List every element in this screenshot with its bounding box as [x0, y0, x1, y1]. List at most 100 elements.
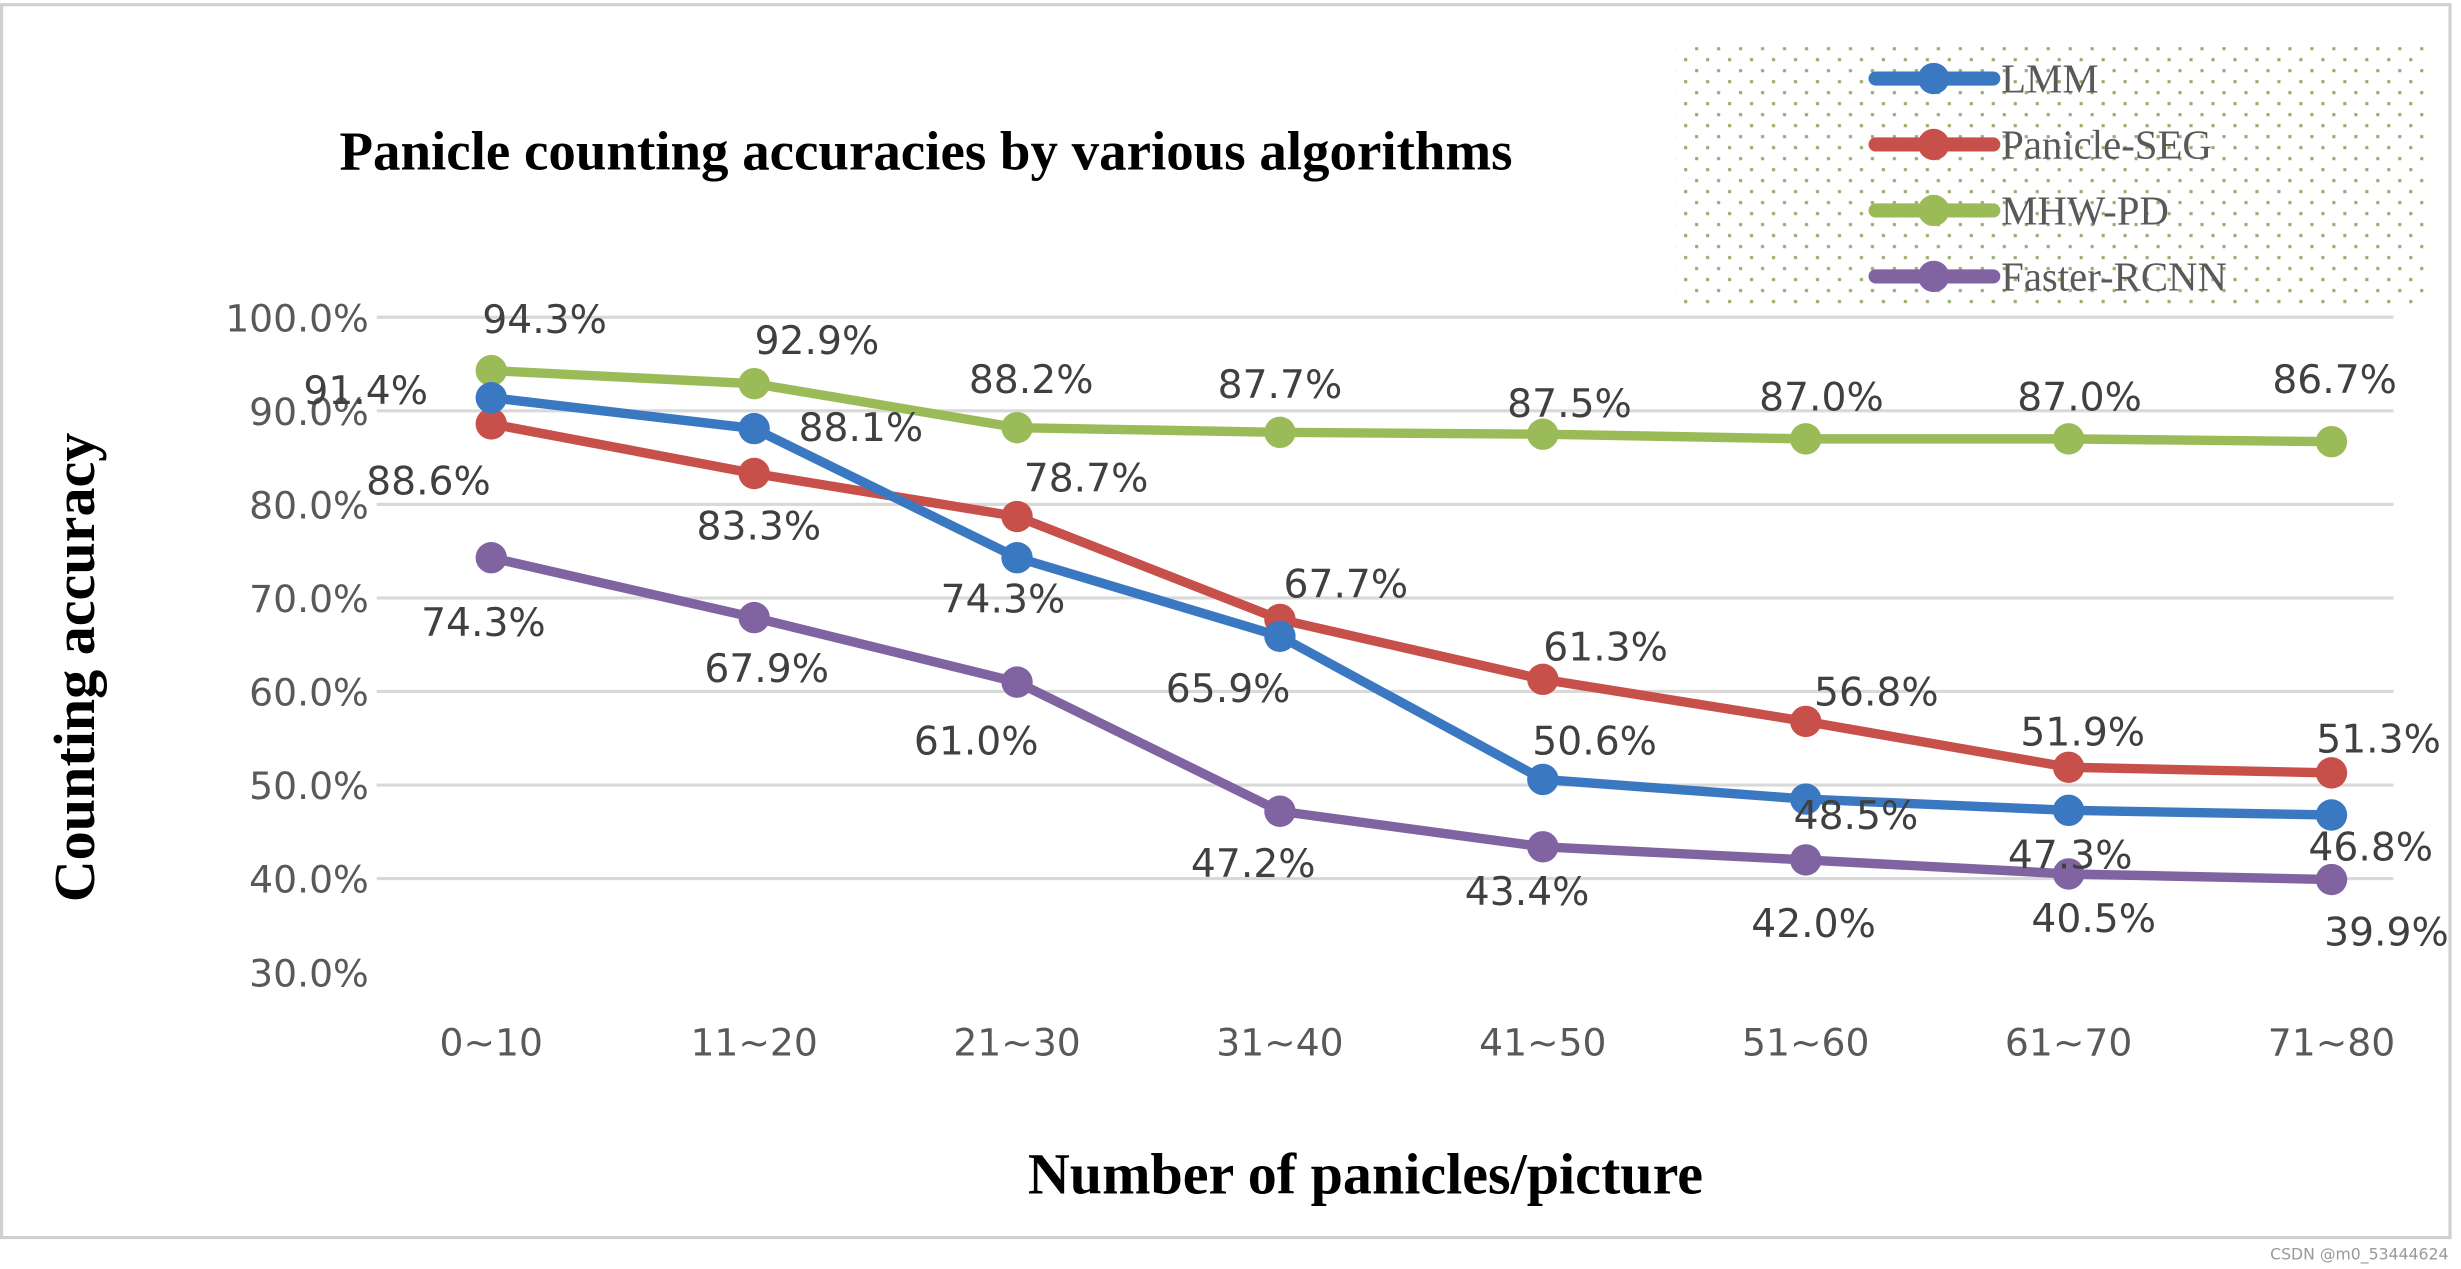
legend-label: LMM: [2001, 57, 2098, 102]
data-label: 51.9%: [2020, 710, 2145, 755]
data-point: [1790, 705, 1822, 738]
data-point: [1790, 423, 1822, 455]
data-label: 67.9%: [704, 647, 829, 692]
series-line: [491, 365, 2332, 447]
data-label: 83.3%: [697, 504, 822, 549]
data-point: [1001, 411, 1033, 444]
x-tick-label: 71~80: [2268, 1020, 2395, 1064]
data-label: 65.9%: [1166, 667, 1291, 712]
data-label: 87.0%: [1759, 376, 1884, 421]
data-point: [475, 354, 507, 387]
data-label: 48.5%: [1794, 794, 1919, 839]
legend-marker-icon: [1917, 62, 1950, 95]
legend-label: Panicle-SEG: [2001, 123, 2212, 168]
data-label: 87.5%: [1507, 382, 1632, 427]
legend: LMM Panicle-SEG MHW-PD Faster-RCNN: [1676, 47, 2430, 307]
legend-label: MHW-PD: [2001, 189, 2169, 234]
legend-label: Faster-RCNN: [2001, 255, 2227, 300]
data-point: [1001, 666, 1033, 698]
data-label: 56.8%: [1814, 671, 1939, 716]
series-mhw-pd: [475, 354, 2348, 458]
data-point: [2052, 423, 2085, 455]
y-axis-title: Counting accuracy: [42, 433, 107, 903]
data-label: 51.3%: [2316, 717, 2441, 762]
data-label: 88.1%: [799, 406, 924, 451]
legend-item: Faster-RCNN: [1868, 255, 2227, 300]
x-tick-label: 31~40: [1216, 1020, 1343, 1064]
data-point: [1790, 783, 1822, 815]
data-point: [738, 601, 770, 634]
data-point: [2052, 858, 2085, 890]
data-point: [1264, 795, 1296, 827]
data-label: 94.3%: [482, 298, 607, 343]
y-tick-label: 100.0%: [225, 296, 369, 340]
data-point: [2315, 425, 2348, 458]
data-point: [1527, 763, 1559, 796]
data-point: [475, 541, 507, 574]
watermark: CSDN @m0_53444624: [2270, 1245, 2448, 1265]
data-point: [2052, 751, 2085, 783]
data-point: [1527, 831, 1559, 863]
data-point: [2315, 799, 2348, 831]
series-line: [490, 553, 2332, 885]
series-line: [490, 419, 2332, 778]
data-point: [2052, 794, 2085, 827]
data-label: 39.9%: [2324, 910, 2449, 955]
data-label: 47.3%: [2008, 833, 2133, 878]
y-tick-label: 80.0%: [249, 483, 369, 527]
x-tick-label: 11~20: [690, 1020, 817, 1064]
legend-item: MHW-PD: [1868, 189, 2169, 234]
data-point: [475, 382, 507, 414]
series-faster-rcnn: [475, 541, 2348, 896]
y-tick-label: 60.0%: [249, 671, 369, 715]
chart-title: Panicle counting accuracies by various a…: [339, 121, 1512, 182]
x-tick-label: 41~50: [1479, 1020, 1606, 1064]
y-tick-label: 90.0%: [249, 390, 369, 434]
data-point: [1264, 620, 1296, 652]
data-point: [738, 367, 770, 400]
x-tick-label: 51~60: [1742, 1020, 1869, 1064]
legend-item: LMM: [1868, 57, 2099, 102]
data-point: [1790, 844, 1822, 876]
data-label: 61.0%: [914, 719, 1039, 764]
data-label: 78.7%: [1024, 456, 1149, 501]
series-lmm: [475, 382, 2348, 831]
data-label: 61.3%: [1543, 625, 1668, 670]
data-point: [738, 457, 770, 490]
data-label: 67.7%: [1284, 562, 1409, 607]
data-point: [1001, 541, 1033, 574]
data-label: 88.2%: [969, 358, 1094, 403]
y-tick-label: 70.0%: [249, 577, 369, 621]
data-label: 47.2%: [1191, 842, 1316, 887]
y-tick-label: 30.0%: [249, 951, 369, 995]
x-tick-label: 0~10: [440, 1020, 543, 1064]
y-tick-label: 40.0%: [249, 858, 369, 902]
data-label: 87.7%: [1218, 363, 1343, 408]
data-point: [1527, 663, 1559, 696]
x-axis-title: Number of panicles/picture: [1028, 1142, 1703, 1207]
y-tick-label: 50.0%: [249, 764, 369, 808]
data-label: 42.0%: [1751, 902, 1876, 947]
data-label: 86.7%: [2272, 358, 2397, 403]
series-line: [490, 393, 2332, 820]
data-label: 87.0%: [2017, 376, 2142, 421]
data-label: 91.4%: [303, 369, 428, 414]
data-label: 88.6%: [366, 460, 491, 505]
data-label: 50.6%: [1532, 719, 1657, 764]
legend-marker-icon: [1917, 128, 1950, 161]
data-point: [1527, 418, 1559, 450]
data-label: 46.8%: [2308, 826, 2433, 871]
data-label: 74.3%: [941, 578, 1066, 623]
data-label: 74.3%: [421, 601, 546, 646]
data-point: [1001, 500, 1033, 533]
data-label: 40.5%: [2031, 897, 2156, 942]
data-point: [738, 412, 770, 445]
legend-marker-icon: [1917, 260, 1950, 293]
series-panicle-seg: [475, 408, 2348, 789]
legend-marker-icon: [1917, 194, 1950, 227]
data-label: 43.4%: [1465, 870, 1590, 915]
x-tick-label: 21~30: [953, 1020, 1080, 1064]
x-tick-label: 61~70: [2005, 1020, 2132, 1064]
data-point: [2315, 757, 2348, 789]
